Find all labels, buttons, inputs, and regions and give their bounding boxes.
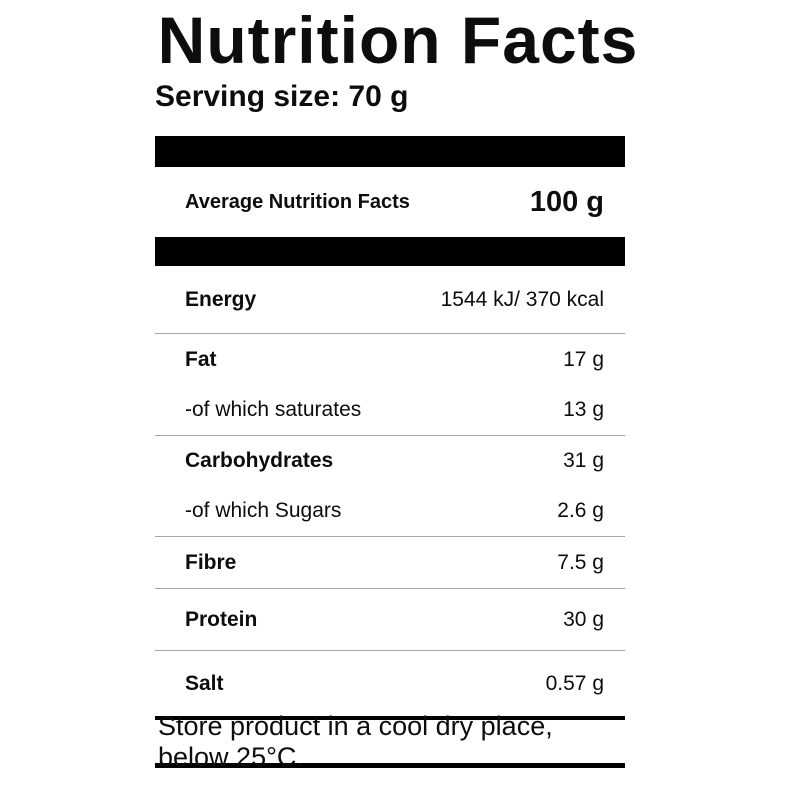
panel-header-row: Average Nutrition Facts 100 g [155, 167, 625, 237]
per-100g-label: 100 g [529, 185, 604, 218]
storage-instructions: Store product in a cool dry place, below… [155, 711, 625, 772]
nutrient-name: Energy [185, 287, 257, 311]
nutrition-row-saturates: -of which saturates 13 g [155, 385, 625, 436]
nutrition-row-carbohydrates: Carbohydrates 31 g [155, 436, 625, 486]
nutrition-row-protein: Protein 30 g [155, 589, 625, 651]
nutrient-name: -of which Sugars [185, 499, 342, 522]
serving-size-text: Serving size: 70 g [155, 80, 409, 113]
nutrient-name: Salt [185, 671, 224, 695]
average-nutrition-facts-label: Average Nutrition Facts [185, 190, 410, 213]
label-title: Nutrition Facts [157, 3, 639, 77]
nutrient-value: 17 g [563, 347, 604, 371]
nutrition-row-fibre: Fibre 7.5 g [155, 537, 625, 589]
nutrient-value: 0.57 g [545, 671, 604, 695]
nutrition-panel: Average Nutrition Facts 100 g Energy 154… [155, 136, 625, 772]
nutrition-row-fat: Fat 17 g [155, 334, 625, 385]
nutrition-row-salt: Salt 0.57 g [155, 651, 625, 716]
top-divider-bar [155, 136, 625, 167]
nutrient-name: Fibre [185, 550, 237, 574]
nutrient-name: Fat [185, 347, 217, 371]
nutrient-name: Carbohydrates [185, 449, 334, 472]
nutrient-name: Protein [185, 607, 258, 631]
nutrient-value: 1544 kJ/ 370 kcal [440, 287, 604, 311]
storage-instructions-text: Store product in a cool dry place, below… [158, 710, 553, 772]
nutrient-value: 2.6 g [557, 499, 604, 522]
nutrition-row-sugars: -of which Sugars 2.6 g [155, 486, 625, 537]
nutrition-row-energy: Energy 1544 kJ/ 370 kcal [155, 266, 625, 334]
nutrient-name: -of which saturates [185, 398, 362, 421]
nutrient-value: 31 g [563, 449, 604, 472]
header-divider-bar [155, 237, 625, 266]
nutrient-value: 7.5 g [557, 550, 604, 574]
nutrient-value: 30 g [563, 607, 604, 631]
nutrient-value: 13 g [563, 398, 604, 421]
